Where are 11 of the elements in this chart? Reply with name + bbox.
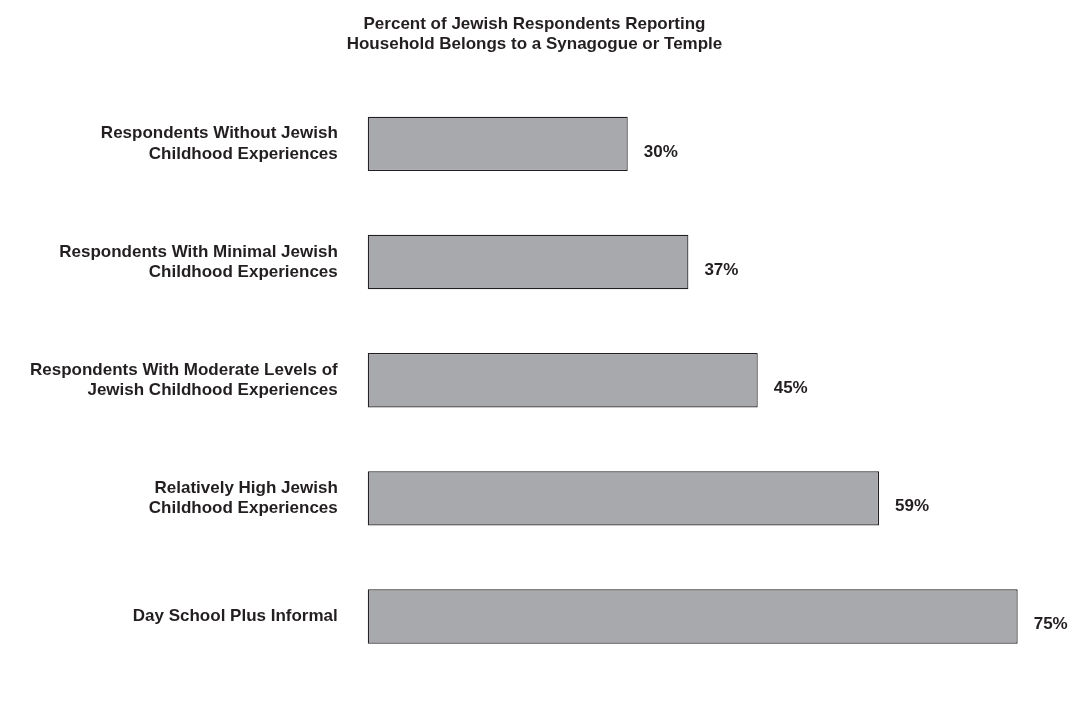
data-label: 45%: [773, 377, 808, 397]
data-label: 75%: [1033, 614, 1068, 634]
y-tick-label: Respondents With Minimal Jewish Childhood Experiences: [59, 241, 338, 281]
y-tick-label: Respondents With Moderate Levels of Jewish Childhood Experiences: [30, 359, 339, 400]
y-tick-label: Day School Plus Informal: [132, 606, 338, 626]
y-tick-label: Respondents Without Jewish Childhood Experiences: [100, 123, 338, 163]
data-label: 59%: [895, 496, 930, 516]
y-tick-label: Relatively High Jewish Childhood Experiences: [148, 477, 338, 518]
data-label: 30%: [643, 141, 678, 161]
chart-title: Percent of Jewish Respondents Reporting Household Belongs to a Synagogue or Temple: [346, 13, 723, 54]
data-label: 37%: [704, 259, 739, 279]
